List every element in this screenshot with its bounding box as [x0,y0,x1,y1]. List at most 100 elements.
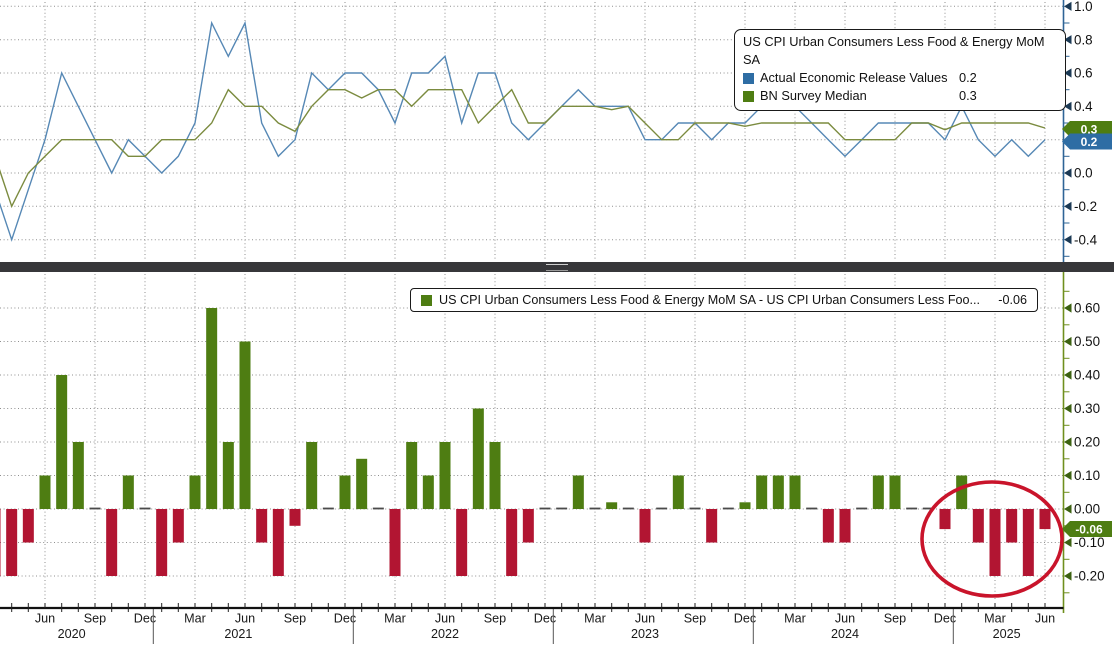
svg-text:0.00: 0.00 [1074,502,1100,517]
top-legend[interactable]: US CPI Urban Consumers Less Food & Energ… [734,29,1066,111]
miss-bar [1006,509,1018,543]
survey-last-value-tag [1062,121,1112,137]
beat-bar [56,375,68,509]
svg-text:Sep: Sep [884,612,906,626]
miss-bar [1022,509,1034,576]
bottom-legend[interactable]: US CPI Urban Consumers Less Food & Energ… [410,288,1038,312]
survey-series-swatch-icon [743,91,754,103]
beat-bar [956,475,968,509]
svg-text:2023: 2023 [631,627,659,641]
beat-bar [472,408,484,509]
miss-bar [0,509,1,576]
svg-text:2022: 2022 [431,627,459,641]
miss-bar [972,509,984,543]
beat-bar [889,475,901,509]
survey-line [0,88,1046,209]
svg-text:Dec: Dec [534,612,556,626]
zero-bar [856,507,868,510]
zero-bar [722,507,734,510]
svg-text:2020: 2020 [58,627,86,641]
zero-bar [589,507,601,510]
pane-splitter-grip-icon[interactable] [546,264,568,271]
top-legend-title: US CPI Urban Consumers Less Food & Energ… [743,34,1045,68]
miss-bar [289,509,301,526]
beat-bar [789,475,801,509]
last-value-tags: 0.30.2 -0.06 [1062,121,1112,537]
beat-bar [306,442,318,509]
zero-bar [689,507,701,510]
line-series [0,20,1046,242]
svg-text:0.30: 0.30 [1074,401,1100,416]
difference-series-swatch-icon [421,294,432,306]
difference-series-value: -0.06 [998,293,1027,307]
beat-bar [406,442,418,509]
survey-series-value: 0.3 [959,88,977,104]
miss-bar [6,509,18,576]
miss-bar [256,509,268,543]
survey-series-label: BN Survey Median [760,88,867,104]
svg-text:-0.20: -0.20 [1074,569,1105,584]
beat-bar [439,442,451,509]
legend-row-survey: BN Survey Median 0.3 [743,87,1057,105]
beat-bar [756,475,768,509]
beat-bar [422,475,434,509]
difference-last-value-tag [1062,521,1112,537]
miss-bar [1039,509,1051,530]
svg-text:-0.4: -0.4 [1074,232,1098,247]
svg-text:2025: 2025 [993,627,1021,641]
svg-text:Jun: Jun [35,612,55,626]
svg-text:0.20: 0.20 [1074,435,1100,450]
svg-text:Jun: Jun [1035,612,1055,626]
svg-text:Jun: Jun [235,612,255,626]
miss-bar [639,509,651,543]
svg-text:Mar: Mar [384,612,406,626]
miss-bar [506,509,518,576]
svg-text:Dec: Dec [334,612,356,626]
miss-bar [839,509,851,543]
actual-series-label: Actual Economic Release Values [760,70,948,86]
svg-text:-0.10: -0.10 [1074,535,1105,550]
zero-bar [922,507,934,510]
svg-text:Mar: Mar [584,612,606,626]
svg-text:0.50: 0.50 [1074,334,1100,349]
svg-text:0.40: 0.40 [1074,368,1100,383]
svg-text:Sep: Sep [684,612,706,626]
svg-text:0.10: 0.10 [1074,468,1100,483]
svg-text:0.6: 0.6 [1074,66,1093,81]
miss-bar [106,509,118,576]
zero-bar [656,507,668,510]
svg-text:0.3: 0.3 [1081,122,1098,136]
svg-text:2024: 2024 [831,627,859,641]
highlight-circle [920,480,1064,598]
miss-bar [172,509,184,543]
annotation [920,480,1064,598]
svg-text:Sep: Sep [284,612,306,626]
miss-bar [706,509,718,543]
beat-bar [872,475,884,509]
beat-bar [189,475,201,509]
beat-bar [239,341,251,509]
zero-bar [906,507,918,510]
legend-row-actual: Actual Economic Release Values 0.2 [743,69,1057,87]
difference-series-label: US CPI Urban Consumers Less Food & Energ… [439,293,981,307]
beat-bar [39,475,51,509]
svg-text:0.60: 0.60 [1074,301,1100,316]
svg-text:Sep: Sep [84,612,106,626]
zero-bar [89,507,101,510]
beat-bar [606,502,618,509]
svg-text:-0.2: -0.2 [1074,199,1097,214]
svg-text:Dec: Dec [734,612,756,626]
zero-bar [622,507,634,510]
beat-bar [222,442,234,509]
zero-bar [539,507,551,510]
svg-text:Jun: Jun [635,612,655,626]
svg-text:0.2: 0.2 [1081,135,1098,149]
beat-bar [356,458,368,510]
beat-bar [122,475,134,509]
svg-text:0.0: 0.0 [1074,166,1093,181]
miss-bar [822,509,834,543]
svg-text:Mar: Mar [784,612,806,626]
svg-text:Jun: Jun [435,612,455,626]
miss-bar [272,509,284,576]
